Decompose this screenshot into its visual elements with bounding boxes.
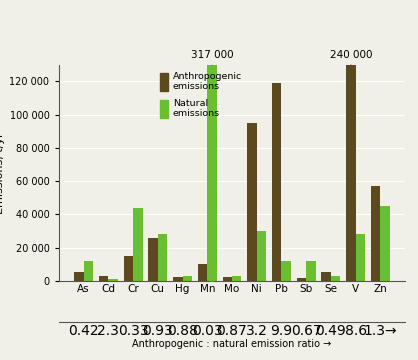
Bar: [371, 186, 380, 281]
FancyArrow shape: [347, 65, 354, 281]
Bar: [133, 208, 143, 281]
Bar: [223, 278, 232, 281]
X-axis label: Anthropogenic : natural emission ratio →: Anthropogenic : natural emission ratio →: [133, 339, 331, 349]
Bar: [183, 276, 192, 281]
Bar: [272, 83, 281, 281]
Bar: [321, 273, 331, 281]
Bar: [124, 256, 133, 281]
Bar: [380, 206, 390, 281]
Bar: [306, 261, 316, 281]
Bar: [108, 279, 118, 281]
Text: 240 000: 240 000: [330, 50, 372, 60]
Bar: [84, 261, 93, 281]
Bar: [148, 238, 158, 281]
Bar: [99, 276, 108, 281]
Legend: Anthropogenic
emissions, Natural
emissions: Anthropogenic emissions, Natural emissio…: [161, 72, 242, 118]
Text: 317 000: 317 000: [191, 50, 233, 60]
Bar: [158, 234, 167, 281]
Bar: [207, 65, 217, 281]
Bar: [173, 278, 183, 281]
Bar: [74, 273, 84, 281]
Bar: [331, 276, 340, 281]
Bar: [198, 264, 207, 281]
Bar: [257, 231, 266, 281]
Bar: [356, 234, 365, 281]
Y-axis label: Emissions, t/yr: Emissions, t/yr: [0, 132, 5, 213]
FancyArrow shape: [209, 65, 215, 281]
Bar: [281, 261, 291, 281]
Bar: [247, 123, 257, 281]
Bar: [297, 278, 306, 281]
Bar: [346, 65, 356, 281]
Bar: [232, 276, 241, 281]
